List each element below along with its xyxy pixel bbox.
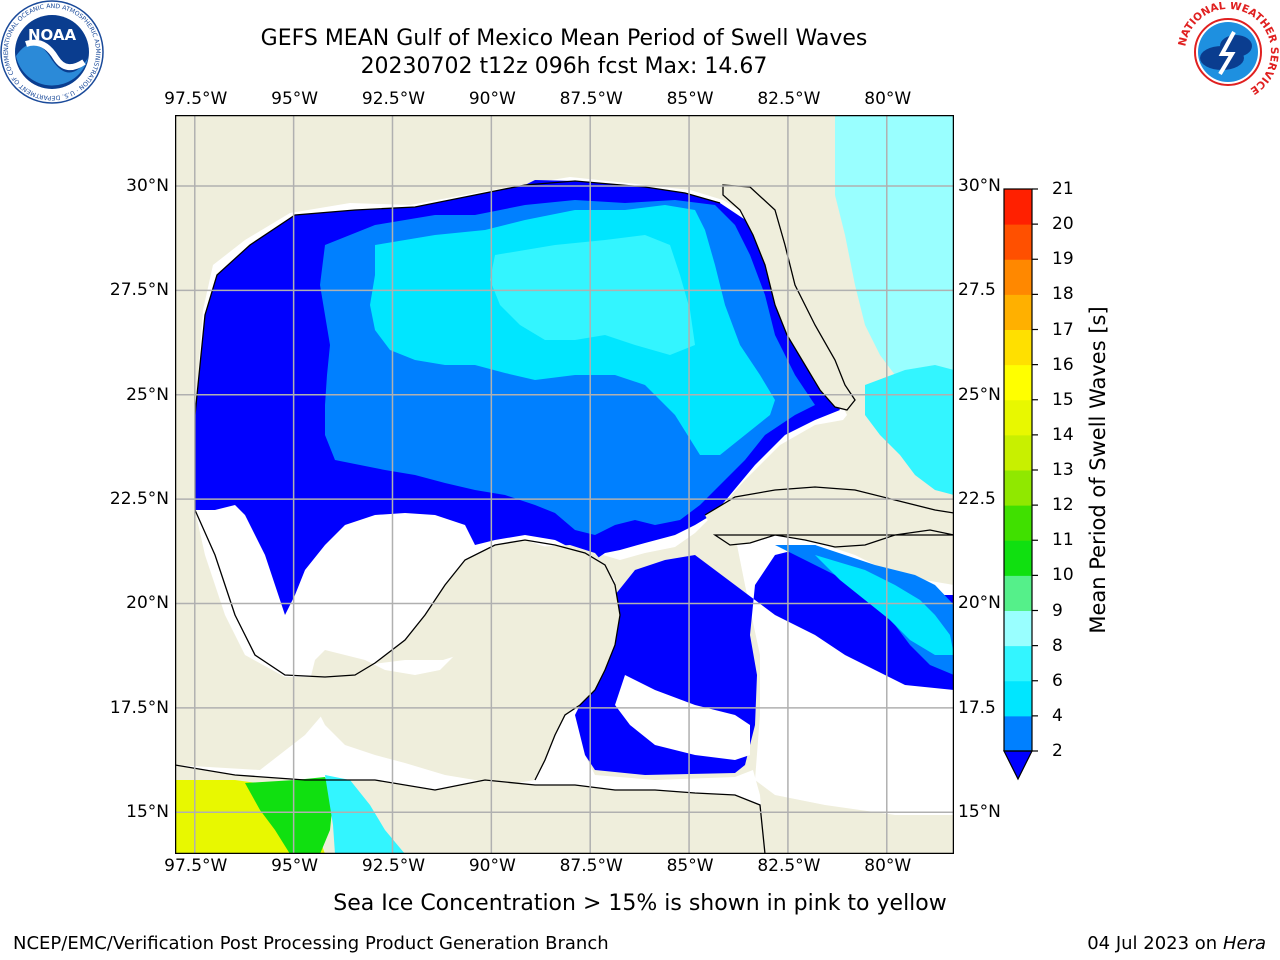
right-lat-tick-label: 15°N <box>958 802 1001 823</box>
bottom-lon-tick-label: 82.5°W <box>757 856 821 876</box>
colorbar-extend-arrow <box>1003 750 1033 781</box>
left-lat-tick-label: 20°N <box>126 593 169 614</box>
left-lat-tick-label: 30°N <box>126 175 169 196</box>
colorbar-swatch <box>1004 294 1032 330</box>
swell-zone-6-8s <box>490 235 695 355</box>
colorbar-swatch <box>1004 470 1032 506</box>
colorbar-tick-label: 13 <box>1052 460 1074 480</box>
swell-zone-2-4s-south <box>775 545 954 675</box>
run-date: 04 Jul 2023 on Hera <box>1087 933 1266 954</box>
colorbar-tick-label: 14 <box>1052 424 1074 445</box>
pacific-cyan-swell <box>325 775 405 854</box>
colorbar-swatch <box>1004 224 1032 260</box>
bottom-lon-tick-label: 90°W <box>468 856 516 876</box>
colorbar-title: Mean Period of Swell Waves [s] <box>1086 306 1110 634</box>
colorbar-swatch <box>1004 575 1032 611</box>
right-lat-tick-label: 22.5 <box>958 489 996 510</box>
colorbar-tick-label: 11 <box>1052 530 1074 551</box>
pacific-green-swell <box>245 777 333 854</box>
colorbar-tick-label: 17 <box>1052 319 1074 340</box>
atlantic-water <box>835 115 954 385</box>
bottom-lon-tick-label: 97.5°W <box>164 856 228 876</box>
map-gridlines <box>175 115 954 854</box>
right-lat-tick-label: 30°N <box>958 175 1001 196</box>
cuba-land <box>705 487 954 547</box>
bottom-lon-tick-label: 92.5°W <box>361 856 426 876</box>
colorbar-swatch <box>1004 399 1032 436</box>
colorbar-swatch <box>1004 329 1032 366</box>
left-lat-tick-label: 22.5°N <box>109 489 169 510</box>
colorbar-tick-label: 2 <box>1052 741 1063 761</box>
right-lat-tick-label: 25°N <box>958 384 1001 405</box>
colorbar-tick-label: 10 <box>1052 565 1074 586</box>
right-lat-tick-label: 20°N <box>958 593 1001 614</box>
organization-credit: NCEP/EMC/Verification Post Processing Pr… <box>13 933 609 954</box>
top-lon-tick-label: 95°W <box>271 89 319 109</box>
chart-subtitle: 20230702 t12z 096h fcst Max: 14.67 <box>360 54 768 79</box>
noaa-logo: NATIONAL OCEANIC AND ATMOSPHERIC ADMINIS… <box>0 0 104 104</box>
left-lat-tick-label: 15°N <box>126 802 169 823</box>
colorbar-tick-label: 6 <box>1052 670 1063 691</box>
colorbar-tick-label: 18 <box>1052 284 1074 305</box>
colorbar-swatch <box>1004 680 1032 717</box>
top-lon-tick-label: 97.5°W <box>164 89 228 109</box>
colorbar-swatch <box>1004 434 1032 471</box>
colorbar-tick-label: 4 <box>1052 705 1063 726</box>
nws-logo: NATIONAL WEATHER SERVICE <box>1176 2 1280 101</box>
colorbar-tick-label: 9 <box>1052 600 1063 621</box>
top-lon-tick-label: 87.5°W <box>559 89 623 109</box>
colorbar-tick-label: 21 <box>1052 179 1074 199</box>
left-lat-tick-label: 27.5°N <box>109 280 169 301</box>
yucatan-land <box>310 545 620 785</box>
top-lon-tick-label: 80°W <box>864 89 912 109</box>
colorbar-tick-label: 8 <box>1052 635 1063 656</box>
colorbar-swatch <box>1004 645 1032 682</box>
colorbar-tick-label: 15 <box>1052 389 1074 410</box>
left-lat-tick-label: 17.5°N <box>109 697 169 718</box>
colorbar-swatch <box>1004 715 1032 752</box>
colorbar-swatch <box>1004 259 1032 295</box>
bottom-lon-tick-label: 87.5°W <box>559 856 623 876</box>
swell-period-map <box>175 115 954 854</box>
colorbar-swatch <box>1004 505 1032 541</box>
top-lon-tick-label: 82.5°W <box>757 89 821 109</box>
sea-ice-note: Sea Ice Concentration > 15% is shown in … <box>333 891 947 916</box>
left-lat-tick-label: 25°N <box>126 384 169 405</box>
right-lat-tick-label: 17.5 <box>958 697 996 718</box>
run-host: Hera <box>1222 933 1266 954</box>
colorbar <box>1003 188 1038 781</box>
top-lon-tick-label: 90°W <box>468 89 516 109</box>
colorbar-swatch <box>1004 364 1032 401</box>
chart-title: GEFS MEAN Gulf of Mexico Mean Period of … <box>260 26 868 51</box>
noaa-logo-text: NOAA <box>28 26 77 44</box>
colorbar-swatch <box>1004 540 1032 576</box>
bottom-lon-tick-label: 95°W <box>271 856 319 876</box>
caribbean-calm-patch <box>615 675 750 760</box>
colorbar-tick-label: 20 <box>1052 214 1074 235</box>
swell-zone-4-6s-caribbean <box>815 555 954 655</box>
map-frame <box>175 115 954 854</box>
colorbar-swatch <box>1004 189 1032 225</box>
right-lat-tick-label: 27.5 <box>958 280 996 301</box>
top-lon-tick-label: 85°W <box>666 89 714 109</box>
colorbar-tick-label: 12 <box>1052 495 1074 516</box>
bottom-lon-tick-label: 80°W <box>864 856 912 876</box>
bottom-lon-tick-label: 85°W <box>666 856 714 876</box>
colorbar-tick-label: 16 <box>1052 354 1074 375</box>
colorbar-swatch <box>1004 610 1032 647</box>
colorbar-tick-label: 19 <box>1052 249 1074 270</box>
top-lon-tick-label: 92.5°W <box>361 89 426 109</box>
